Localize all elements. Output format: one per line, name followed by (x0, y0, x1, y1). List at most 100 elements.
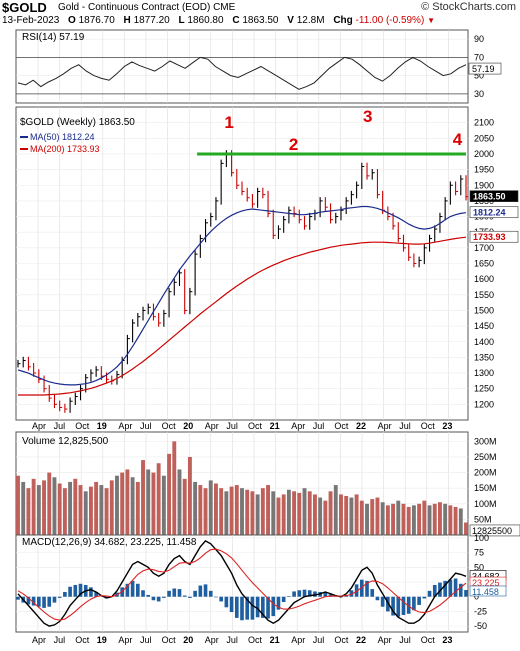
volume-bar (266, 485, 270, 535)
macd-last-value: 34.682 (472, 571, 500, 581)
volume-tick-label: 250M (474, 452, 497, 462)
rsi-last-value-box (468, 62, 502, 75)
peak-annotation: 1 (224, 113, 233, 132)
volume-bar (292, 491, 297, 535)
macd-histogram-bar (417, 596, 421, 605)
price-tick-label: 1600 (474, 274, 494, 284)
x-axis-label: 22 (356, 421, 366, 431)
peak-annotation: 4 (453, 130, 463, 149)
volume-bar (406, 506, 411, 535)
price-tick-label: 1500 (474, 305, 494, 315)
volume-bar (396, 500, 401, 535)
macd-histogram-bar (370, 589, 375, 597)
stockcharts-logo[interactable]: © StockCharts.com (421, 1, 516, 13)
macd-histogram-bar (224, 596, 229, 608)
close-label: C (232, 15, 240, 26)
volume-bar (78, 485, 83, 535)
volume-bar (198, 485, 203, 535)
macd-histogram-bar (281, 596, 286, 603)
volume-bar (422, 500, 427, 535)
down-triangle-icon: ▼ (427, 16, 435, 25)
volume-bar (83, 491, 88, 535)
x-axis-label: 21 (270, 635, 280, 645)
macd-histogram-bar (386, 596, 390, 612)
volume-bar (141, 460, 145, 535)
high-value: 1877.20 (133, 15, 170, 26)
macd-histogram-bar (464, 589, 468, 597)
volume-bar (47, 472, 52, 535)
volume-bar (208, 480, 213, 535)
x-axis-label: Jul (313, 635, 325, 645)
macd-histogram-bar (422, 596, 427, 599)
volume-bar (36, 485, 41, 535)
macd-tick-label: 0 (474, 592, 479, 602)
macd-histogram-bar (401, 596, 406, 615)
volume-bar (167, 453, 172, 535)
volume-tick-label: 200M (474, 468, 497, 478)
macd-histogram-bar (297, 590, 302, 597)
volume-bar (281, 494, 286, 535)
volume-bar (120, 472, 125, 535)
macd-histogram-bar (73, 584, 78, 597)
volume-bar (245, 489, 250, 535)
macd-histogram-bar (89, 587, 93, 597)
volume-bar (344, 495, 349, 535)
volume-bar (229, 486, 234, 535)
x-axis-label: Jul (140, 421, 152, 431)
macd-histogram-bar (365, 580, 369, 597)
macd-signal-line (17, 548, 467, 621)
price-tick-label: 1200 (474, 399, 494, 409)
volume-bar (203, 488, 208, 535)
volume-bar (156, 463, 161, 535)
volume-bar (99, 485, 104, 535)
low-value: 1860.80 (187, 15, 224, 26)
price-tick-label: 1250 (474, 384, 494, 394)
volume-bar (193, 481, 198, 535)
volume-bar (333, 485, 338, 535)
volume-tick-label: 100M (474, 499, 497, 509)
x-axis-label: 20 (183, 421, 193, 431)
volume-bar (68, 481, 73, 535)
macd-histogram-bar (78, 583, 83, 597)
x-axis-label: Jul (226, 635, 238, 645)
macd-histogram-bar (458, 583, 463, 597)
volume-bar (250, 491, 255, 535)
volume-bar (271, 491, 276, 535)
macd-label: MACD(12,26,9) 34.682, 23.225, 11.458 (22, 537, 197, 548)
price-tick-label: 1650 (474, 259, 494, 269)
x-axis-label: Apr (291, 421, 305, 431)
ma50-line (17, 205, 467, 386)
volume-bar (130, 477, 135, 535)
macd-histogram-bar (354, 584, 359, 597)
volume-bar (57, 483, 62, 535)
macd-histogram-bar (162, 596, 166, 598)
price-tick-label: 1350 (474, 352, 494, 362)
volume-last-value: 12825500 (472, 526, 512, 536)
macd-histogram-bar (135, 583, 140, 597)
macd-histogram-bar (240, 596, 244, 621)
price-tick-label: 2100 (474, 118, 494, 128)
x-axis-label: Apr (32, 421, 46, 431)
volume-bar (260, 488, 265, 535)
volume-bar (172, 441, 177, 535)
macd-histogram-bar (313, 591, 317, 597)
macd-histogram-bar (359, 579, 364, 597)
volume-value: 12.8M (296, 15, 325, 26)
macd-histogram-bar (177, 589, 182, 597)
x-axis-label: Apr (118, 635, 132, 645)
volume-bar (448, 505, 453, 535)
rsi-tick-label: 90 (474, 34, 484, 44)
volume-bar (115, 475, 119, 535)
open-label: O (68, 15, 76, 26)
macd-tick-label: 50 (474, 562, 484, 572)
macd-tick-label: -50 (474, 621, 487, 631)
volume-bar (255, 494, 260, 535)
rsi-label: RSI(14) 57.19 (22, 32, 85, 43)
x-axis-label: Oct (334, 421, 349, 431)
volume-bar (240, 488, 244, 535)
close-value-tag: 1863.50 (473, 192, 506, 202)
volume-bar (365, 503, 369, 535)
macd-histogram-bar (302, 589, 307, 597)
volume-tick-label: 150M (474, 483, 497, 493)
volume-bar (323, 500, 328, 535)
